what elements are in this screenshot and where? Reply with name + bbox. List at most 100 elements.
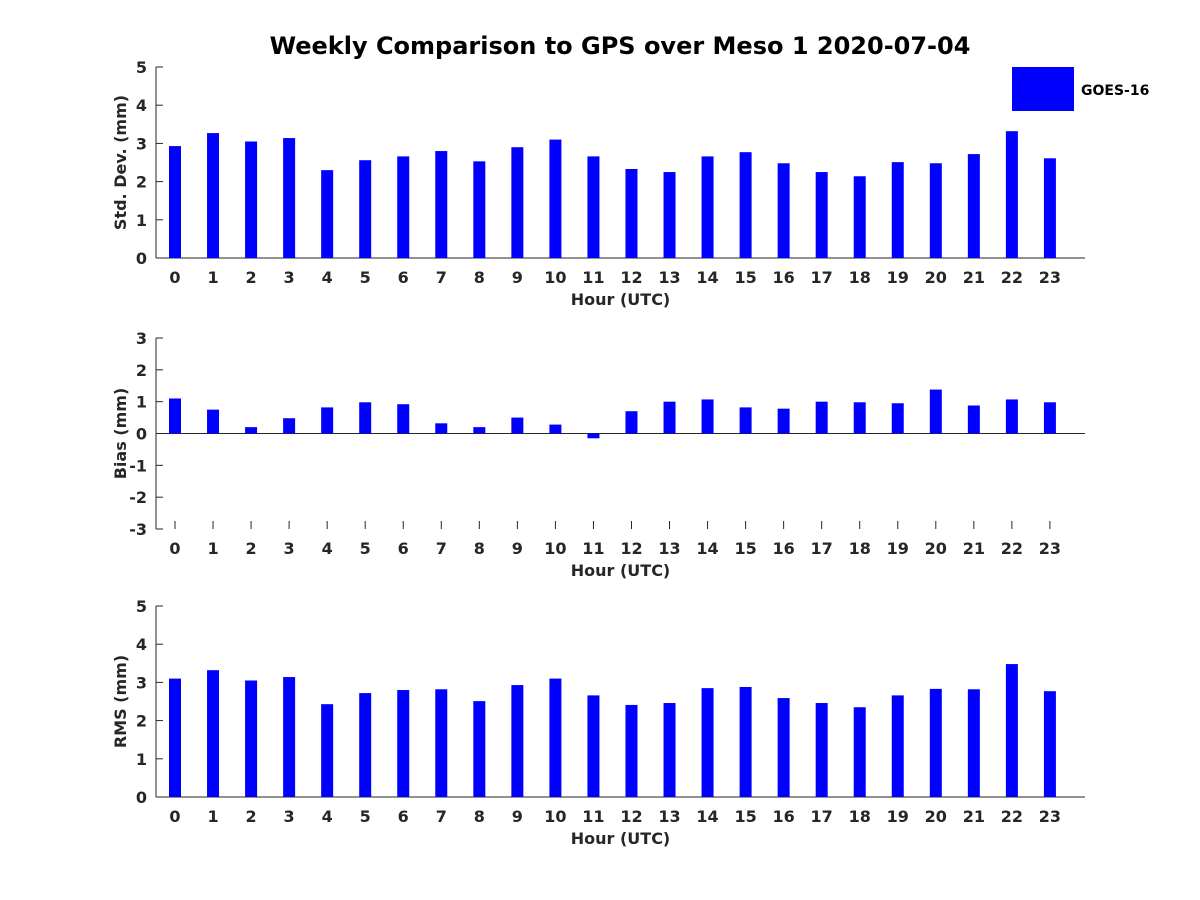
x-tick-label: 10 [544,807,566,826]
y-tick-label: 2 [136,361,147,380]
y-axis-label: Std. Dev. (mm) [111,95,130,230]
bar-hour-23 [1043,402,1056,434]
y-tick-label: 4 [136,96,147,115]
x-tick-label: 13 [658,539,680,558]
y-tick-label: -1 [129,456,147,475]
x-tick-label: 4 [322,268,333,287]
x-tick-label: 0 [169,807,180,826]
bar-hour-5 [359,402,372,434]
x-tick-label: 9 [512,539,523,558]
x-tick-label: 12 [620,807,642,826]
x-tick-label: 18 [849,539,871,558]
x-tick-label: 22 [1001,807,1023,826]
x-tick-label: 22 [1001,539,1023,558]
x-tick-label: 5 [360,268,371,287]
y-tick-label: 0 [136,788,147,807]
bar-hour-18 [853,176,866,258]
x-tick-label: 0 [169,268,180,287]
bar-hour-21 [967,405,980,434]
bar-hour-19 [891,695,904,797]
x-axis-label: Hour (UTC) [571,561,671,580]
x-tick-label: 9 [512,268,523,287]
x-tick-label: 22 [1001,268,1023,287]
x-tick-label: 18 [849,807,871,826]
bar-hour-19 [891,403,904,434]
x-tick-label: 16 [773,807,795,826]
bar-hour-20 [929,163,942,258]
x-tick-label: 21 [963,539,985,558]
bar-hour-23 [1043,158,1056,258]
bar-hour-20 [929,688,942,797]
x-tick-label: 23 [1039,807,1061,826]
bar-hour-13 [663,401,676,434]
y-tick-label: 2 [136,173,147,192]
bar-hour-15 [739,152,752,258]
x-tick-label: 3 [284,807,295,826]
bar-hour-3 [283,677,296,797]
bar-hour-5 [359,693,372,797]
x-tick-label: 2 [246,268,257,287]
x-tick-label: 11 [582,268,604,287]
bar-hour-7 [435,151,448,258]
bar-hour-12 [625,704,638,797]
bar-hour-19 [891,162,904,258]
x-tick-label: 19 [887,539,909,558]
x-tick-label: 15 [734,539,756,558]
x-tick-label: 12 [620,268,642,287]
bar-hour-1 [207,670,220,797]
bar-hour-12 [625,168,638,258]
x-tick-label: 7 [436,268,447,287]
bar-hour-9 [511,417,524,434]
y-tick-label: 1 [136,211,147,230]
bar-hour-14 [701,399,714,434]
x-tick-label: 4 [322,807,333,826]
bar-hour-2 [245,680,258,797]
x-tick-label: 11 [582,539,604,558]
bar-hour-12 [625,411,638,434]
x-tick-label: 10 [544,539,566,558]
legend-label: GOES-16 [1081,83,1149,99]
x-tick-label: 15 [734,268,756,287]
y-tick-label: 5 [136,597,147,616]
y-tick-label: 5 [136,58,147,77]
x-tick-label: 1 [207,807,218,826]
bar-hour-13 [663,172,676,258]
bar-hour-13 [663,703,676,797]
x-tick-label: 8 [474,539,485,558]
y-axis-label: Bias (mm) [111,388,130,480]
bar-hour-10 [549,139,562,258]
bar-hour-8 [473,161,486,258]
bar-hour-21 [967,154,980,258]
x-tick-label: 6 [398,268,409,287]
x-tick-label: 21 [963,807,985,826]
y-tick-label: 3 [136,673,147,692]
x-tick-label: 13 [658,807,680,826]
bar-hour-5 [359,160,372,258]
x-tick-label: 5 [360,807,371,826]
y-tick-label: 0 [136,425,147,444]
x-tick-label: 6 [398,807,409,826]
bar-hour-10 [549,678,562,797]
bar-hour-2 [245,141,258,258]
bar-hour-23 [1043,691,1056,797]
x-tick-label: 4 [322,539,333,558]
x-tick-label: 1 [207,539,218,558]
y-tick-label: -3 [129,520,147,539]
bar-hour-16 [777,408,790,434]
bar-hour-0 [169,678,181,797]
y-tick-label: 3 [136,329,147,348]
x-tick-label: 10 [544,268,566,287]
bar-hour-14 [701,688,714,797]
x-tick-label: 3 [284,268,295,287]
bar-hour-15 [739,407,752,434]
x-tick-label: 12 [620,539,642,558]
y-axis-label: RMS (mm) [111,655,130,748]
bar-hour-11 [587,695,600,797]
x-tick-label: 0 [169,539,180,558]
x-tick-label: 19 [887,807,909,826]
x-tick-label: 14 [696,268,718,287]
x-tick-label: 16 [773,268,795,287]
bar-hour-1 [207,409,220,434]
y-tick-label: 0 [136,249,147,268]
